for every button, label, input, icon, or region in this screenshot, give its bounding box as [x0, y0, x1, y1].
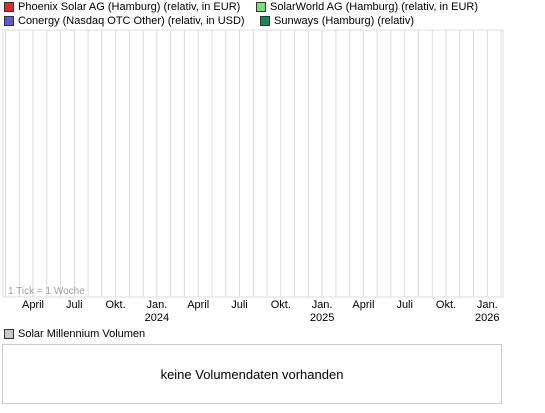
- x-tick-label: April: [352, 299, 374, 311]
- legend-swatch-solarworld: [256, 2, 266, 12]
- volume-legend: Solar Millennium Volumen: [4, 328, 145, 340]
- x-tick-year-label: 2026: [475, 312, 499, 324]
- legend-swatch-sunways: [260, 16, 270, 26]
- legend-item-conergy: Conergy (Nasdaq OTC Other) (relativ, in …: [4, 14, 245, 28]
- legend-label-solarworld: SolarWorld AG (Hamburg) (relativ, in EUR…: [270, 1, 479, 13]
- volume-legend-label: Solar Millennium Volumen: [18, 328, 146, 340]
- legend-swatch-phoenix-solar: [4, 2, 14, 12]
- tick-note: 1 Tick = 1 Woche: [8, 286, 85, 297]
- legend-swatch-conergy: [4, 16, 14, 26]
- legend-item-sunways: Sunways (Hamburg) (relativ): [260, 14, 414, 28]
- legend-item-solarworld: SolarWorld AG (Hamburg) (relativ, in EUR…: [256, 0, 478, 14]
- volume-panel: keine Volumendaten vorhanden: [2, 344, 502, 404]
- legend-label-phoenix-solar: Phoenix Solar AG (Hamburg) (relativ, in …: [18, 1, 241, 13]
- x-tick-label: Okt.: [436, 299, 456, 311]
- chart-legend: Phoenix Solar AG (Hamburg) (relativ, in …: [0, 0, 545, 30]
- x-tick-label: April: [187, 299, 209, 311]
- legend-label-conergy: Conergy (Nasdaq OTC Other) (relativ, in …: [18, 15, 245, 27]
- x-tick-label: Jan.: [312, 299, 333, 311]
- x-tick-label: Juli: [231, 299, 248, 311]
- legend-label-sunways: Sunways (Hamburg) (relativ): [274, 15, 414, 27]
- x-tick-label: Okt.: [271, 299, 291, 311]
- x-tick-label: Jan.: [477, 299, 498, 311]
- volume-legend-swatch: [4, 329, 14, 339]
- x-tick-year-label: 2024: [145, 312, 169, 324]
- x-tick-year-label: 2025: [310, 312, 334, 324]
- x-tick-label: Okt.: [106, 299, 126, 311]
- x-tick-label: Juli: [396, 299, 413, 311]
- volume-empty-message: keine Volumendaten vorhanden: [160, 366, 344, 382]
- grid-lines: [5, 30, 502, 297]
- x-tick-label: Juli: [66, 299, 83, 311]
- legend-item-phoenix-solar: Phoenix Solar AG (Hamburg) (relativ, in …: [4, 0, 240, 14]
- x-tick-label: Jan.: [147, 299, 168, 311]
- x-tick-label: April: [22, 299, 44, 311]
